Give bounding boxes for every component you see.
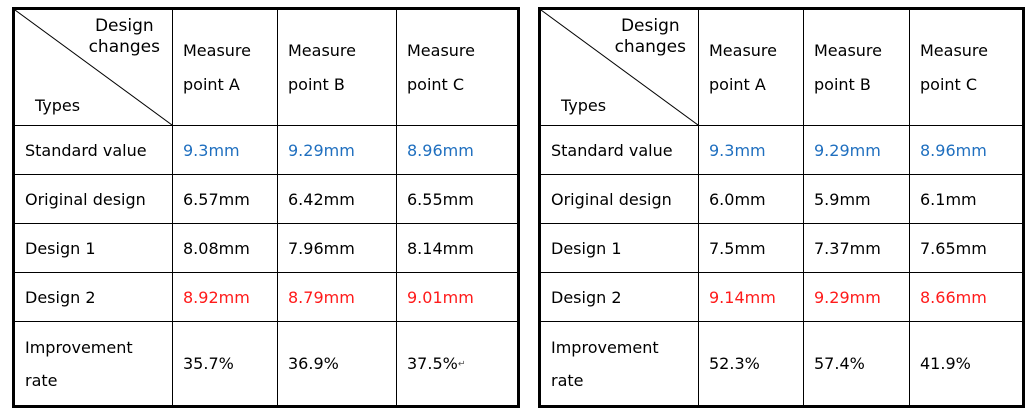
row-label-original: Original design [13, 174, 173, 224]
paragraph-mark-icon: ↵ [457, 359, 466, 370]
header-point-a: Measure point A [172, 8, 278, 126]
header-point-b: Measure point B [803, 8, 910, 126]
table-row: Improvement rate 52.3% 57.4% 41.9% [539, 321, 1024, 407]
header-point-b: Measure point B [277, 8, 397, 126]
cell-design1-b: 7.96mm [277, 223, 397, 273]
cell-standard-b: 9.29mm [803, 125, 910, 175]
row-label-design1: Design 1 [13, 223, 173, 273]
cell-design1-a: 8.08mm [172, 223, 278, 273]
cell-design2-a: 8.92mm [172, 272, 278, 322]
row-label-design2: Design 2 [539, 272, 699, 322]
comparison-table-right: Design changes Types Measure point A Measu… [538, 7, 1025, 408]
cell-improvement-b: 57.4% [803, 321, 910, 407]
cell-improvement-c: 37.5%↵ [396, 321, 519, 407]
cell-improvement-b: 36.9% [277, 321, 397, 407]
types-label: Types [561, 96, 607, 115]
design-changes-label: Design changes [614, 16, 686, 57]
table-row: Design 2 9.14mm 9.29mm 8.66mm [539, 272, 1024, 322]
table-row: Improvement rate 35.7% 36.9% 37.5%↵ [13, 321, 519, 407]
cell-improvement-c: 41.9% [909, 321, 1024, 407]
cell-original-c: 6.1mm [909, 174, 1024, 224]
cell-design1-c: 8.14mm [396, 223, 519, 273]
cell-original-b: 6.42mm [277, 174, 397, 224]
table-row: Original design 6.57mm 6.42mm 6.55mm [13, 174, 519, 224]
cell-standard-c: 8.96mm [396, 125, 519, 175]
header-point-c: Measure point C [396, 8, 519, 126]
cell-original-b: 5.9mm [803, 174, 910, 224]
cell-standard-b: 9.29mm [277, 125, 397, 175]
cell-original-c: 6.55mm [396, 174, 519, 224]
cell-standard-a: 9.3mm [172, 125, 278, 175]
cell-design2-c: 8.66mm [909, 272, 1024, 322]
cell-standard-c: 8.96mm [909, 125, 1024, 175]
corner-header-cell: Design changes Types [539, 8, 699, 126]
row-label-standard: Standard value [13, 125, 173, 175]
table-row: Original design 6.0mm 5.9mm 6.1mm [539, 174, 1024, 224]
cell-design2-c: 9.01mm [396, 272, 519, 322]
row-label-design1: Design 1 [539, 223, 699, 273]
cell-design1-a: 7.5mm [698, 223, 804, 273]
cell-improvement-a: 35.7% [172, 321, 278, 407]
cell-original-a: 6.0mm [698, 174, 804, 224]
row-label-standard: Standard value [539, 125, 699, 175]
table-row: Design 1 8.08mm 7.96mm 8.14mm [13, 223, 519, 273]
row-label-improvement: Improvement rate [539, 321, 699, 407]
comparison-table-left: Design changes Types Measure point A Measu… [12, 7, 520, 408]
table-row: Design 2 8.92mm 8.79mm 9.01mm [13, 272, 519, 322]
cell-design2-a: 9.14mm [698, 272, 804, 322]
design-changes-label: Design changes [88, 16, 160, 57]
cell-original-a: 6.57mm [172, 174, 278, 224]
cell-design2-b: 8.79mm [277, 272, 397, 322]
table-row: Standard value 9.3mm 9.29mm 8.96mm [13, 125, 519, 175]
row-label-improvement: Improvement rate [13, 321, 173, 407]
header-point-c: Measure point C [909, 8, 1024, 126]
row-label-design2: Design 2 [13, 272, 173, 322]
diagonal-divider [541, 10, 698, 125]
types-label: Types [35, 96, 81, 115]
cell-design1-c: 7.65mm [909, 223, 1024, 273]
header-point-a: Measure point A [698, 8, 804, 126]
cell-design2-b: 9.29mm [803, 272, 910, 322]
row-label-original: Original design [539, 174, 699, 224]
diagonal-divider [15, 10, 172, 125]
table-row: Standard value 9.3mm 9.29mm 8.96mm [539, 125, 1024, 175]
table-row: Design 1 7.5mm 7.37mm 7.65mm [539, 223, 1024, 273]
corner-header-cell: Design changes Types [13, 8, 173, 126]
cell-improvement-a: 52.3% [698, 321, 804, 407]
cell-standard-a: 9.3mm [698, 125, 804, 175]
cell-design1-b: 7.37mm [803, 223, 910, 273]
